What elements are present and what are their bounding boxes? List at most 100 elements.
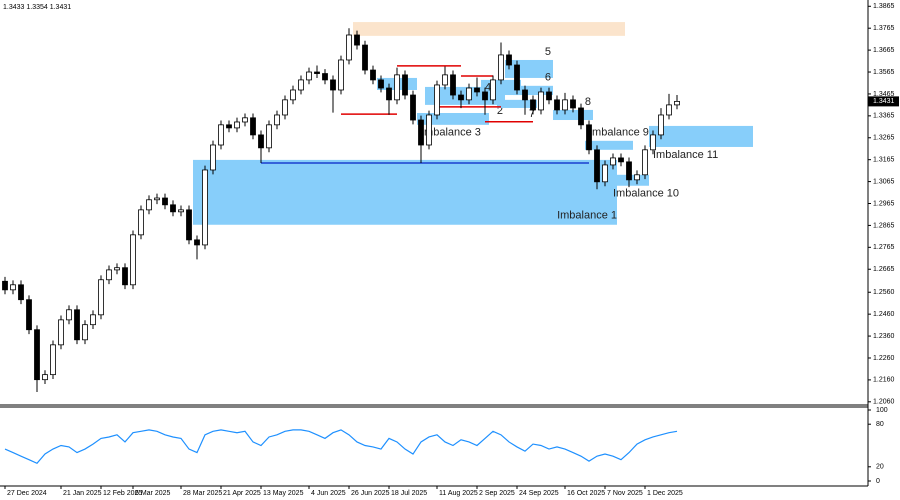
candle-body (386, 87, 392, 101)
x-tick-label: 21 Apr 2025 (223, 490, 261, 497)
y-tick-label: 1.2765 (873, 244, 895, 251)
candle-body (418, 119, 424, 146)
candle-body (474, 87, 480, 93)
zone-label: Imbalance 9 (589, 127, 649, 139)
zone-label: Imbalance 10 (613, 188, 679, 200)
header-quote: 1.3433 1.3354 1.3431 (3, 4, 71, 11)
candle-body (266, 124, 272, 149)
candle-body (394, 74, 400, 101)
candle-body (362, 44, 368, 71)
candle-body (26, 299, 32, 331)
candle-body (242, 117, 248, 123)
y-tick-label: 1.3565 (873, 69, 895, 76)
candle-body (18, 284, 24, 301)
candle-body (218, 124, 224, 146)
last-price-box (868, 96, 899, 107)
candle-body (554, 99, 560, 111)
candle-body (202, 169, 208, 246)
candle-body (450, 74, 456, 96)
candle-body (602, 164, 608, 183)
x-tick-label: 7 Nov 2025 (607, 490, 643, 497)
y-tick-label: 1.2665 (873, 266, 895, 273)
y-tick-label: 1.2360 (873, 333, 895, 340)
candle-body (402, 74, 408, 96)
candle-body (482, 91, 488, 101)
candle-body (634, 174, 640, 181)
x-tick-label: 13 May 2025 (263, 490, 304, 497)
zone-label: Imbalance 3 (421, 127, 481, 139)
candle-body (274, 114, 280, 126)
zone (417, 113, 489, 125)
y-tick-label: 1.3665 (873, 47, 895, 54)
candle-body (458, 94, 464, 101)
candle-body (594, 149, 600, 183)
osc-tick-label: 100 (876, 407, 888, 414)
candle-body (250, 117, 256, 136)
candle-body (130, 234, 136, 286)
osc-tick-label: 20 (876, 464, 884, 471)
oscillator-line (4, 429, 678, 464)
candle-body (58, 319, 64, 346)
candle-body (186, 209, 192, 241)
zone (585, 140, 633, 150)
candle-body (306, 71, 312, 81)
levels (261, 65, 589, 164)
y-tick-label: 1.2160 (873, 377, 895, 384)
candle-body (114, 267, 120, 271)
x-tick-label: 26 Jun 2025 (351, 490, 390, 497)
candle-body (82, 324, 88, 341)
candle-body (298, 79, 304, 91)
zone-label: 6 (545, 72, 551, 84)
zone (513, 85, 553, 96)
zone (353, 22, 625, 36)
zone-label: 7 (529, 108, 535, 120)
zone (553, 109, 593, 121)
y-tick-label: 1.2560 (873, 289, 895, 296)
y-tick-label: 1.3265 (873, 135, 895, 142)
candle-body (378, 79, 384, 89)
candle-body (370, 69, 376, 81)
candle-body (410, 94, 416, 121)
zone (649, 125, 753, 147)
y-tick-label: 1.3865 (873, 3, 895, 10)
candle-body (354, 34, 360, 46)
candle-body (210, 144, 216, 171)
candle-body (442, 74, 448, 86)
candle-body (610, 157, 616, 166)
y-tick-label: 1.2865 (873, 222, 895, 229)
candle-body (546, 91, 552, 101)
osc-tick-label: 0 (876, 478, 880, 485)
candle-body (50, 344, 56, 376)
candle-body (618, 157, 624, 163)
y-tick-label: 1.2260 (873, 355, 895, 362)
candle-body (506, 54, 512, 66)
candle-body (530, 99, 536, 111)
candle-body (586, 124, 592, 151)
x-tick-label: 21 Jan 2025 (63, 490, 102, 497)
candle-body (666, 104, 672, 116)
zone-label: 5 (545, 46, 551, 58)
x-tick-label: 27 Dec 2024 (7, 490, 47, 497)
candle-body (434, 84, 440, 116)
x-tick-label: 6 Mar 2025 (135, 490, 171, 497)
candle-body (426, 114, 432, 146)
zone-label: Imbalance 1 (557, 210, 617, 222)
x-tick-label: 11 Aug 2025 (439, 490, 478, 497)
candle-body (522, 89, 528, 101)
candle-body (234, 121, 240, 129)
candle-body (322, 73, 328, 81)
candle-body (42, 374, 48, 381)
candle-body (466, 87, 472, 101)
candle-body (290, 89, 296, 101)
y-tick-label: 1.2965 (873, 200, 895, 207)
candle-body (514, 64, 520, 91)
zone-label: 8 (585, 96, 591, 108)
x-tick-label: 4 Jun 2025 (311, 490, 346, 497)
y-tick-label: 1.3365 (873, 113, 895, 120)
candle-body (338, 59, 344, 91)
candle-body (154, 197, 160, 201)
